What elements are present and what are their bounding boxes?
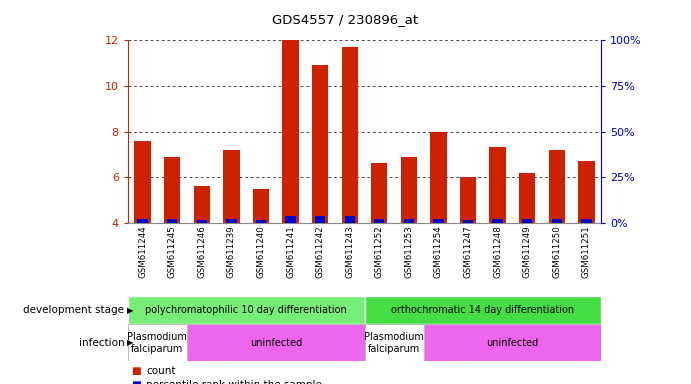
Text: ■: ■ <box>131 366 141 376</box>
Bar <box>187 324 365 361</box>
Text: uninfected: uninfected <box>249 338 302 348</box>
Bar <box>424 324 601 361</box>
Bar <box>374 218 384 223</box>
Bar <box>193 186 210 223</box>
Text: ■: ■ <box>131 380 141 384</box>
Bar <box>463 220 473 223</box>
Text: GSM611245: GSM611245 <box>168 225 177 278</box>
Bar <box>256 220 266 223</box>
Bar <box>581 218 591 223</box>
Bar <box>285 216 296 223</box>
Bar <box>167 218 178 223</box>
Bar <box>433 218 444 223</box>
Text: development stage: development stage <box>23 305 124 315</box>
Bar <box>404 218 414 223</box>
Bar <box>197 220 207 223</box>
Text: GSM611247: GSM611247 <box>464 225 473 278</box>
Bar <box>371 164 388 223</box>
Bar <box>401 157 417 223</box>
Text: GSM611241: GSM611241 <box>286 225 295 278</box>
Text: percentile rank within the sample: percentile rank within the sample <box>146 380 323 384</box>
Bar <box>460 177 476 223</box>
Bar <box>226 219 236 223</box>
Text: infection: infection <box>79 338 124 348</box>
Text: GSM611244: GSM611244 <box>138 225 147 278</box>
Text: count: count <box>146 366 176 376</box>
Bar <box>522 219 532 223</box>
Bar <box>223 150 240 223</box>
Text: GSM611252: GSM611252 <box>375 225 384 278</box>
Text: GSM611253: GSM611253 <box>404 225 413 278</box>
Bar <box>578 161 594 223</box>
Bar <box>138 218 148 223</box>
Bar <box>365 324 424 361</box>
Text: GSM611239: GSM611239 <box>227 225 236 278</box>
Text: Plasmodium
falciparum: Plasmodium falciparum <box>127 332 187 354</box>
Bar <box>345 216 355 223</box>
Bar <box>283 40 299 223</box>
Text: GSM611240: GSM611240 <box>256 225 265 278</box>
Bar <box>430 131 446 223</box>
Text: GSM611251: GSM611251 <box>582 225 591 278</box>
Text: GSM611249: GSM611249 <box>522 225 531 278</box>
Text: ▶: ▶ <box>127 338 133 347</box>
Text: GSM611248: GSM611248 <box>493 225 502 278</box>
Bar <box>493 218 503 223</box>
Bar <box>489 147 506 223</box>
Text: polychromatophilic 10 day differentiation: polychromatophilic 10 day differentiatio… <box>145 305 347 315</box>
Bar <box>135 141 151 223</box>
Bar <box>549 150 565 223</box>
Bar <box>551 218 562 223</box>
Bar <box>312 65 328 223</box>
Text: Plasmodium
falciparum: Plasmodium falciparum <box>364 332 424 354</box>
Bar <box>128 296 365 324</box>
Bar <box>365 296 601 324</box>
Text: GSM611242: GSM611242 <box>316 225 325 278</box>
Text: orthochromatic 14 day differentiation: orthochromatic 14 day differentiation <box>391 305 574 315</box>
Bar <box>341 47 358 223</box>
Text: GSM611250: GSM611250 <box>552 225 561 278</box>
Bar <box>253 189 269 223</box>
Bar <box>164 157 180 223</box>
Text: GSM611246: GSM611246 <box>198 225 207 278</box>
Bar <box>128 324 187 361</box>
Text: GSM611254: GSM611254 <box>434 225 443 278</box>
Text: ▶: ▶ <box>127 306 133 314</box>
Bar <box>519 172 536 223</box>
Text: uninfected: uninfected <box>486 338 538 348</box>
Text: GDS4557 / 230896_at: GDS4557 / 230896_at <box>272 13 419 26</box>
Bar <box>315 216 325 223</box>
Text: GSM611243: GSM611243 <box>346 225 354 278</box>
